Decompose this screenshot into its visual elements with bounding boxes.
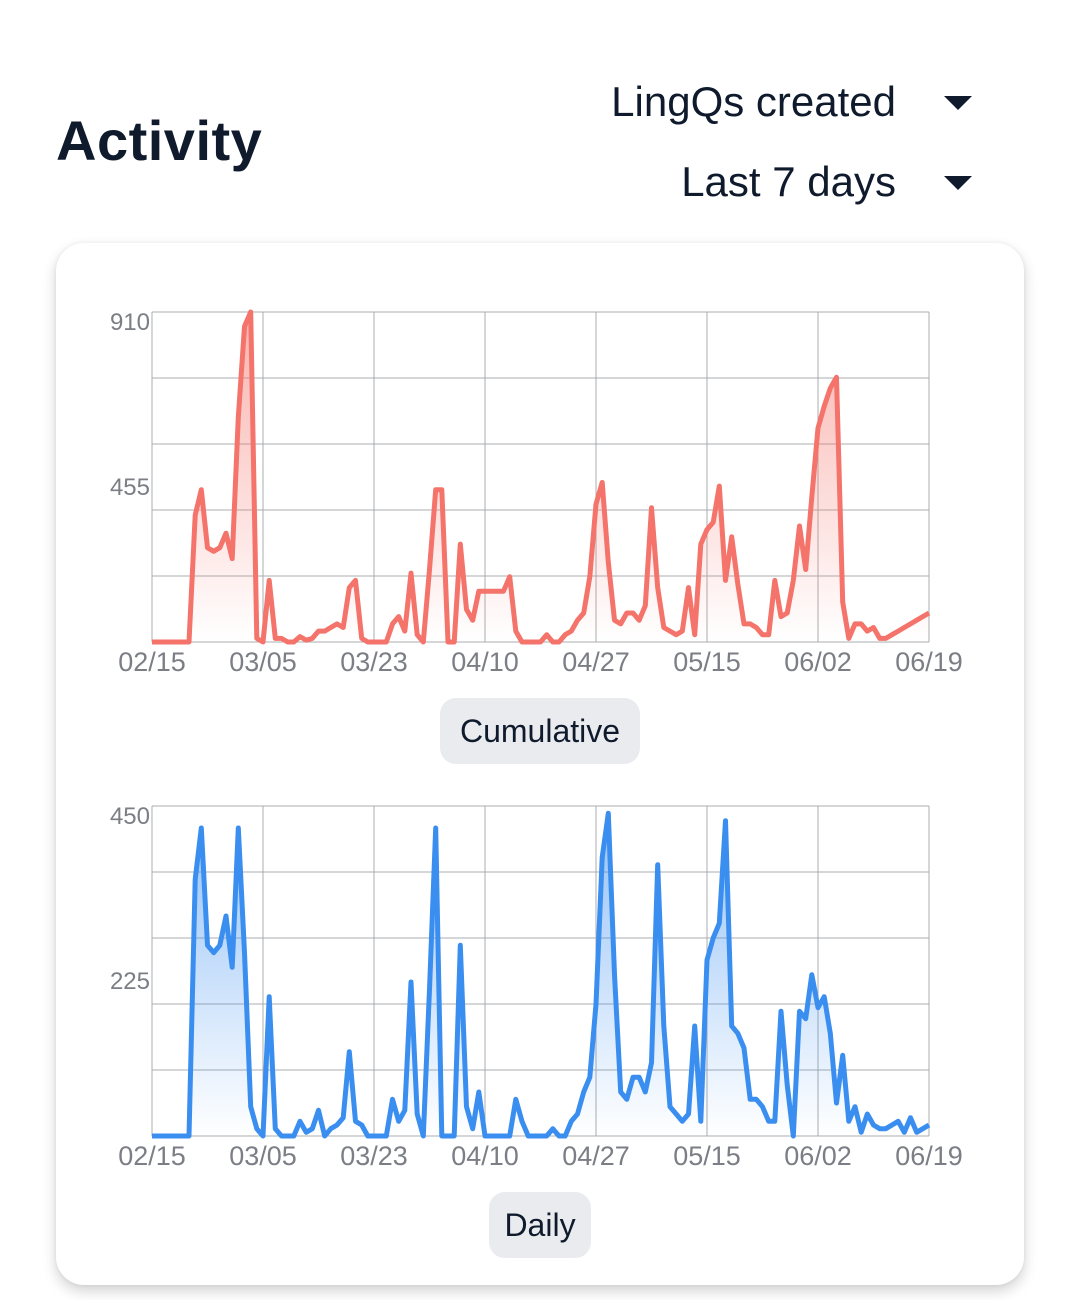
series-line [152, 309, 931, 645]
x-tick-label: 06/02 [784, 647, 852, 677]
cumulative-button[interactable]: Cumulative [440, 698, 640, 764]
x-tick-label: 04/27 [562, 647, 630, 677]
page-title: Activity [56, 109, 263, 172]
x-tick-label: 05/15 [673, 647, 741, 677]
x-tick-label: 04/10 [451, 647, 519, 677]
x-tick-label: 06/02 [784, 1141, 852, 1171]
x-tick-label: 06/19 [895, 647, 963, 677]
series-area [152, 312, 929, 642]
activity-card: 02/15 03/05 03/23 04/10 04/27 05/15 06/02 06/19… [56, 243, 1024, 1285]
x-tick-label: 04/10 [451, 1141, 519, 1171]
x-tick-label: 03/23 [340, 647, 408, 677]
cumulative-chart: 02/15 03/05 03/23 04/10 04/27 05/15 06/02 06/19… [110, 309, 963, 677]
caret-down-icon [944, 96, 972, 110]
x-tick-label: 04/27 [562, 1141, 630, 1171]
x-tick-label: 02/15 [118, 1141, 186, 1171]
range-dropdown-label: Last 7 days [681, 158, 896, 205]
range-dropdown[interactable]: Last 7 days [681, 152, 972, 212]
metric-dropdown[interactable]: LingQs created [611, 72, 972, 132]
x-tick-label: 05/15 [673, 1141, 741, 1171]
x-tick-label: 03/05 [229, 1141, 297, 1171]
series-line [152, 810, 931, 1139]
caret-down-icon [944, 176, 972, 190]
x-tick-label: 06/19 [895, 1141, 963, 1171]
series-area [152, 813, 929, 1136]
x-tick-label: 03/23 [340, 1141, 408, 1171]
daily-button[interactable]: Daily [489, 1192, 591, 1258]
daily-chart: 02/15 03/05 03/23 04/10 04/27 05/15 06/02 06/19… [110, 803, 963, 1171]
y-tick-label: 455 [110, 474, 150, 501]
y-tick-label: 910 [110, 309, 150, 336]
x-tick-label: 02/15 [118, 647, 186, 677]
y-tick-label: 225 [110, 968, 150, 995]
y-tick-label: 450 [110, 803, 150, 830]
x-tick-label: 03/05 [229, 647, 297, 677]
metric-dropdown-label: LingQs created [611, 78, 896, 125]
